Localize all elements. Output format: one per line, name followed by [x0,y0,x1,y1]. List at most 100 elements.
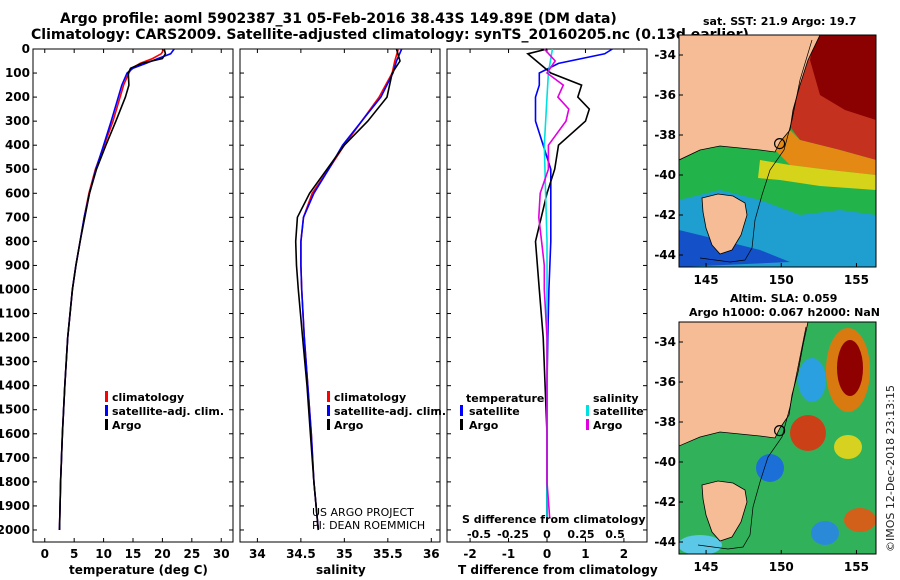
depth-tick-label: 100 [5,66,30,80]
salinity-x-ticks: 34 34.5 35 35.5 36 [249,49,440,561]
legend-title-temperature: temperature [466,392,544,405]
map-lon-label: 155 [844,273,869,287]
sla-high-2 [790,415,826,451]
salinity-panel [239,48,441,543]
x-tick-label: 1 [581,547,589,561]
sla-high-1 [826,328,870,412]
figure-title-line1: Argo profile: aoml 5902387_31 05-Feb-201… [60,11,617,27]
depth-ticks [33,48,647,531]
temperature-panel [32,48,234,543]
t-difference-axis-label: T difference from climatology [458,563,658,577]
profile-plots: 0100200300400500600700800900100011001200… [0,42,658,577]
depth-tick-labels: 0 100 200 300 400 500 600 700 800 900 1000 1100 1200… [0,42,30,537]
legend-swatch-s-satellite [586,405,589,416]
legend-swatch-climatology [105,391,108,402]
x-tick-label: 35 [336,547,353,561]
series-line-satellite-adj-clim- [300,48,403,531]
sla-map-title-2: Argo h1000: 0.067 h2000: NaN [689,306,881,319]
x-tick-label: 20 [154,547,171,561]
sst-float-marker [774,138,786,150]
legend-swatch-argo [327,419,330,430]
x-tick-label: 10 [95,547,112,561]
legend-swatch-s-argo [586,419,589,430]
legend-label-t-satellite: satellite [469,405,520,418]
x-tick-label: 34 [249,547,266,561]
x-tick-label: -2 [463,547,476,561]
difference-x-ticks: -2 -1 0 1 2 -0.5 -0.25 0 0.25 0.5 [463,49,628,561]
sst-yellow-band [758,160,876,190]
depth-tick-label: 800 [5,234,30,248]
legend-swatch-satellite [105,405,108,416]
temperature-series [58,48,175,531]
temperature-axis-label: temperature (deg C) [69,563,208,577]
credit-pi: PI: DEAN ROEMMICH [312,519,425,532]
x-tick-label: 25 [183,547,200,561]
legend-swatch-t-argo [460,419,463,430]
salinity-series [294,48,403,531]
depth-tick-label: 1500 [0,403,30,417]
depth-tick-label: 1700 [0,451,30,465]
map-lon-label: 155 [844,560,869,574]
map-lon-label: 150 [769,560,794,574]
depth-tick-label: 500 [5,162,30,176]
legend-label-climatology: climatology [112,391,184,404]
series-line-argo [294,48,401,531]
x-tick-label: 5 [70,547,78,561]
map-lon-label: 145 [694,273,719,287]
sst-isobath [699,39,813,263]
s-tick-label: 0 [543,528,551,541]
salinity-axis-label: salinity [316,563,366,577]
sla-map [679,322,876,554]
x-tick-label: 2 [620,547,628,561]
sla-map-title-1: Altim. SLA: 0.059 [730,292,838,305]
depth-tick-label: 2000 [0,523,30,537]
x-tick-label: 15 [125,547,142,561]
temperature-legend: climatology satellite-adj. clim. Argo [105,391,224,432]
sla-high-3 [834,435,862,459]
sst-orange-band [775,120,876,175]
legend-label-satellite: satellite-adj. clim. [112,405,224,418]
depth-tick-label: 200 [5,90,30,104]
figure-title-line2: Climatology: CARS2009. Satellite-adjuste… [31,27,749,43]
sst-warm-region [785,35,876,160]
sla-low-3 [811,521,839,545]
sla-float-marker [774,425,786,437]
legend-label-satellite: satellite-adj. clim. [334,405,446,418]
depth-tick-label: 700 [5,210,30,224]
credit-project: US ARGO PROJECT [312,506,414,519]
depth-tick-label: 1200 [0,331,30,345]
legend-swatch-climatology [327,391,330,402]
sst-map [679,35,876,267]
sst-land-tasmania [701,193,748,255]
legend-swatch-argo [105,419,108,430]
sla-land-tasmania [701,480,748,542]
sla-low-1 [798,358,826,402]
x-tick-label: 0 [543,547,551,561]
imos-watermark: ©IMOS 12-Dec-2018 23:13:15 [884,385,897,552]
sst-hot-core [810,35,876,120]
legend-label-s-satellite: satellite [593,405,644,418]
sst-land-mainland [679,35,821,161]
depth-tick-label: 400 [5,138,30,152]
s-tick-label: -0.5 [467,528,491,541]
legend-label-argo: Argo [334,419,364,432]
sla-land-mainland [679,322,809,447]
sla-isobath [697,326,807,550]
depth-tick-label: 600 [5,186,30,200]
s-difference-axis-label: S difference from climatology [462,513,646,526]
depth-tick-label: 1800 [0,475,30,489]
legend-swatch-satellite [327,405,330,416]
legend-swatch-t-satellite [460,405,463,416]
series-line-argo [58,48,167,531]
series-line-salinity-argo [537,48,570,519]
legend-label-t-argo: Argo [469,419,499,432]
sla-high-4 [844,508,876,532]
s-tick-label: 0.25 [567,528,594,541]
x-tick-label: 34.5 [286,547,316,561]
difference-legend: temperature satellite Argo salinity sate… [460,392,644,432]
legend-label-s-argo: Argo [593,419,623,432]
s-tick-label: -0.25 [497,528,529,541]
sla-high-1-core [837,340,863,396]
map-lon-label: 145 [694,560,719,574]
x-tick-label: 35.5 [373,547,403,561]
